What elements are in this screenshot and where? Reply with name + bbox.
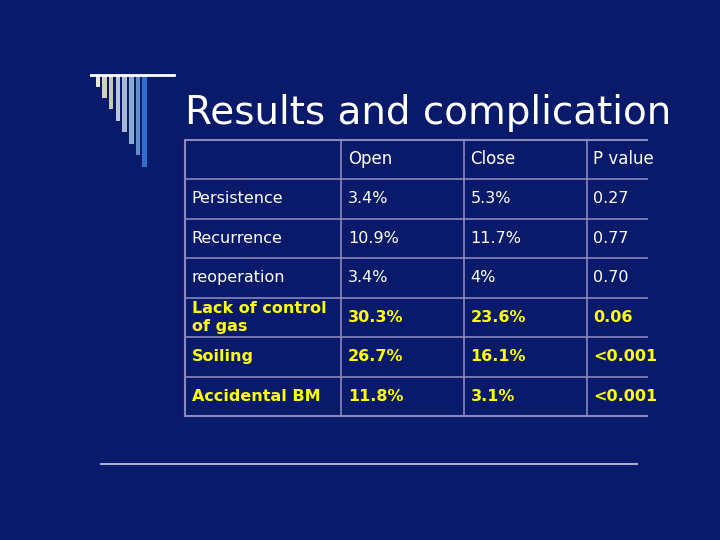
Text: reoperation: reoperation [192, 271, 285, 286]
Text: Results and complication: Results and complication [185, 94, 671, 132]
Text: Accidental BM: Accidental BM [192, 389, 320, 404]
Text: Persistence: Persistence [192, 191, 283, 206]
Text: Lack of control
of gas: Lack of control of gas [192, 301, 326, 334]
Bar [96, 75, 100, 86]
Bar [185, 140, 709, 416]
Text: 26.7%: 26.7% [348, 349, 403, 364]
Bar [136, 75, 140, 155]
Bar [129, 75, 133, 144]
Text: 16.1%: 16.1% [471, 349, 526, 364]
Bar [102, 75, 107, 98]
Text: 3.4%: 3.4% [348, 191, 388, 206]
Text: 30.3%: 30.3% [348, 310, 403, 325]
Text: 0.06: 0.06 [593, 310, 633, 325]
Text: 5.3%: 5.3% [471, 191, 511, 206]
Bar [122, 75, 127, 132]
Text: Open: Open [348, 151, 392, 168]
Text: 11.7%: 11.7% [471, 231, 521, 246]
Text: Recurrence: Recurrence [192, 231, 282, 246]
Text: P value: P value [593, 151, 654, 168]
Text: 4%: 4% [471, 271, 496, 286]
Text: 0.77: 0.77 [593, 231, 629, 246]
Text: 3.1%: 3.1% [471, 389, 515, 404]
Text: <0.001: <0.001 [593, 349, 657, 364]
Text: 0.27: 0.27 [593, 191, 629, 206]
Text: 23.6%: 23.6% [471, 310, 526, 325]
Text: 3.4%: 3.4% [348, 271, 388, 286]
Bar [109, 75, 114, 110]
Text: 0.70: 0.70 [593, 271, 629, 286]
Text: 10.9%: 10.9% [348, 231, 399, 246]
Bar [116, 75, 120, 121]
Text: Close: Close [471, 151, 516, 168]
Bar [143, 75, 147, 167]
Text: Soiling: Soiling [192, 349, 253, 364]
Text: <0.001: <0.001 [593, 389, 657, 404]
Text: 11.8%: 11.8% [348, 389, 403, 404]
